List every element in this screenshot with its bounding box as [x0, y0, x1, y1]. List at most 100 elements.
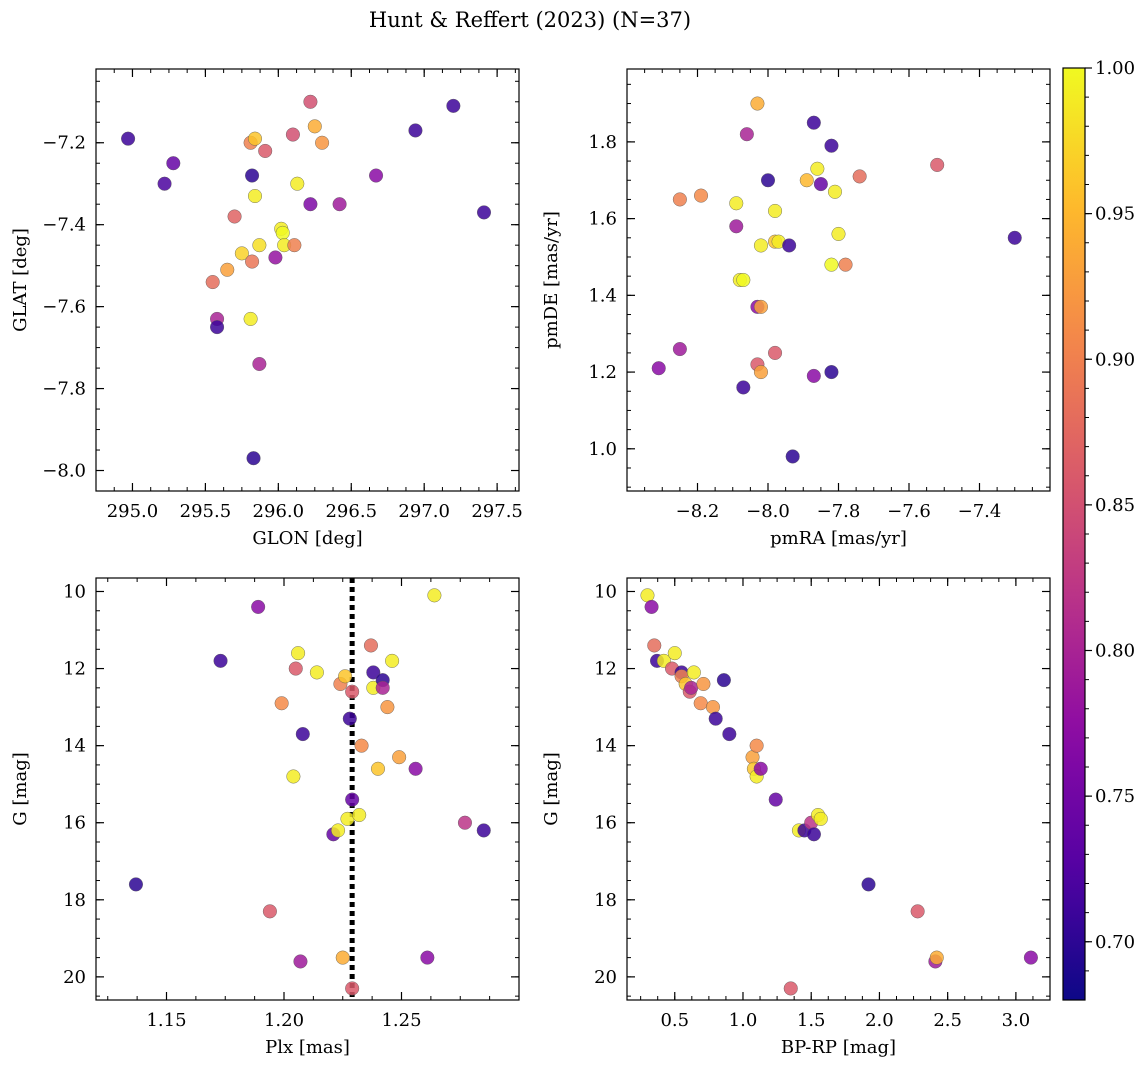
- scatter-point: [446, 98, 461, 113]
- scatter-point: [274, 696, 289, 711]
- x-tick-label: −7.8: [817, 501, 861, 522]
- scatter-point: [736, 273, 751, 288]
- scatter-point: [806, 827, 821, 842]
- scatter-point: [262, 904, 277, 919]
- scatter-point: [694, 188, 709, 203]
- scatter-point: [303, 197, 318, 212]
- x-axis-label: GLON [deg]: [252, 528, 362, 549]
- scatter-point: [246, 451, 261, 466]
- scatter-point: [285, 127, 300, 142]
- y-axis-label: pmDE [mas/yr]: [541, 211, 562, 349]
- scatter-point: [251, 599, 266, 614]
- scatter-point: [352, 808, 367, 823]
- scatter-point: [268, 250, 283, 265]
- y-tick-label: 20: [594, 967, 617, 988]
- x-tick-label: 3.0: [1002, 1010, 1031, 1031]
- scatter-point: [288, 661, 303, 676]
- scatter-point: [243, 311, 258, 326]
- scatter-point: [342, 711, 357, 726]
- scatter-point: [768, 203, 783, 218]
- y-tick-label: 16: [594, 813, 617, 834]
- colorbar-tick-label: 0.70: [1095, 932, 1135, 953]
- colorbar-tick-label: 0.75: [1095, 786, 1135, 807]
- scatter-point: [761, 173, 776, 188]
- scatter-point: [457, 815, 472, 830]
- scatter-point: [861, 877, 876, 892]
- scatter-point: [427, 588, 442, 603]
- y-tick-label: 18: [594, 890, 617, 911]
- scatter-point: [708, 711, 723, 726]
- y-tick-label: 16: [63, 813, 86, 834]
- scatter-point: [783, 981, 798, 996]
- scatter-point: [749, 738, 764, 753]
- plot-frame: [95, 577, 520, 1001]
- y-tick-label: 12: [594, 659, 617, 680]
- scatter-point: [408, 123, 423, 138]
- panel-bprp-g: 0.5 1.0 1.5 2.0 2.5 3.0 10 12 14 16 18 20 BP-RP [mag…: [541, 577, 1051, 1058]
- scatter-point: [667, 646, 682, 661]
- scatter-point: [753, 761, 768, 776]
- x-tick-label: 1.5: [797, 1010, 826, 1031]
- scatter-point: [340, 811, 355, 826]
- figure-title: Hunt & Reffert (2023) (N=37): [369, 8, 691, 32]
- scatter-point: [307, 119, 322, 134]
- scatter-point: [806, 368, 821, 383]
- scatter-point: [716, 673, 731, 688]
- scatter-point: [291, 646, 306, 661]
- y-tick-label: 1.6: [588, 209, 617, 230]
- x-tick-label: 2.5: [933, 1010, 962, 1031]
- scatter-point: [363, 638, 378, 653]
- x-tick-label: 1.15: [146, 1010, 186, 1031]
- scatter-point: [686, 665, 701, 680]
- x-tick-label: 295.5: [180, 501, 232, 522]
- x-tick-label: −7.4: [958, 501, 1002, 522]
- scatter-point: [810, 161, 825, 176]
- scatter-point: [768, 345, 783, 360]
- scatter-point: [476, 823, 491, 838]
- scatter-point: [651, 361, 666, 376]
- scatter-point: [286, 769, 301, 784]
- scatter-point: [684, 680, 699, 695]
- scatter-point: [644, 599, 659, 614]
- scatter-point: [750, 96, 765, 111]
- scatter-point: [287, 238, 302, 253]
- scatter-point: [739, 127, 754, 142]
- scatter-point: [371, 761, 386, 776]
- scatter-point: [827, 184, 842, 199]
- colorbar-tick-label: 0.95: [1095, 204, 1135, 225]
- scatter-point: [753, 238, 768, 253]
- panel-plx-g: 1.15 1.20 1.25 10 12 14 16 18 20 Plx [mas] G [mag]: [10, 577, 520, 1058]
- scatter-point: [366, 665, 381, 680]
- scatter-point: [930, 157, 945, 172]
- scatter-point: [824, 365, 839, 380]
- scatter-point: [672, 342, 687, 357]
- y-tick-label: 14: [63, 736, 86, 757]
- colorbar: 0.70 0.75 0.80 0.85 0.90 0.95 1.00: [1062, 58, 1135, 1001]
- scatter-point: [799, 173, 814, 188]
- scatter-point: [331, 823, 346, 838]
- y-tick-label: 1.4: [588, 285, 617, 306]
- scatter-point: [315, 135, 330, 150]
- scatter-point: [157, 176, 172, 191]
- y-tick-label: 12: [63, 659, 86, 680]
- scatter-point: [380, 700, 395, 715]
- y-tick-label: 1.8: [588, 132, 617, 153]
- scatter-point: [303, 94, 318, 109]
- y-tick-label: 1.2: [588, 362, 617, 383]
- scatter-point: [338, 669, 353, 684]
- x-tick-label: −8.0: [746, 501, 790, 522]
- scatter-point: [806, 115, 821, 130]
- scatter-point: [234, 246, 249, 261]
- scatter-point: [696, 676, 711, 691]
- y-tick-label: −8.0: [42, 461, 86, 482]
- scatter-point: [332, 197, 347, 212]
- y-tick-label: 18: [63, 890, 86, 911]
- scatter-point: [290, 176, 305, 191]
- scatter-point: [121, 131, 136, 146]
- x-axis-label: Plx [mas]: [265, 1037, 350, 1058]
- scatter-point: [369, 168, 384, 183]
- scatter-point: [753, 365, 768, 380]
- scatter-point: [408, 761, 423, 776]
- panel-glon-glat: 295.0 295.5 296.0 296.5 297.0 297.5 −7.2 −7.4 −7…: [10, 68, 523, 549]
